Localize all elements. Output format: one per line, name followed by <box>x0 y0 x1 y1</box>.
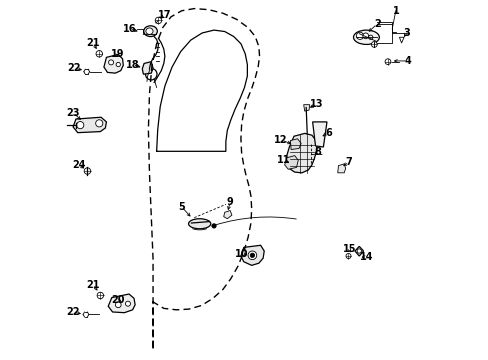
Polygon shape <box>223 211 231 219</box>
Polygon shape <box>337 164 345 173</box>
Text: 16: 16 <box>123 24 136 34</box>
Text: 12: 12 <box>274 135 287 145</box>
Text: 2: 2 <box>373 19 380 29</box>
Text: 17: 17 <box>158 10 171 20</box>
Ellipse shape <box>143 26 157 37</box>
Polygon shape <box>303 105 309 111</box>
Polygon shape <box>354 246 363 256</box>
Text: 21: 21 <box>86 38 100 48</box>
Text: 19: 19 <box>110 49 123 59</box>
Circle shape <box>96 50 102 57</box>
Text: 5: 5 <box>178 202 185 212</box>
Text: 3: 3 <box>403 28 409 38</box>
Polygon shape <box>312 122 326 147</box>
Text: 9: 9 <box>226 197 233 207</box>
Circle shape <box>96 120 102 127</box>
Text: 7: 7 <box>345 157 352 167</box>
Text: 1: 1 <box>392 6 398 16</box>
Circle shape <box>247 251 256 260</box>
Circle shape <box>250 253 254 257</box>
Circle shape <box>371 41 376 47</box>
Circle shape <box>115 302 121 308</box>
Ellipse shape <box>353 30 379 44</box>
Circle shape <box>84 168 90 174</box>
Circle shape <box>97 292 103 299</box>
Circle shape <box>155 17 162 24</box>
Polygon shape <box>108 294 135 313</box>
Circle shape <box>125 301 130 306</box>
Text: 10: 10 <box>234 248 248 258</box>
Polygon shape <box>399 37 403 43</box>
Text: 20: 20 <box>111 295 125 305</box>
Text: 11: 11 <box>277 155 290 165</box>
Text: 18: 18 <box>125 59 139 69</box>
Text: 13: 13 <box>309 99 323 109</box>
Circle shape <box>77 122 83 129</box>
Text: 23: 23 <box>66 108 80 118</box>
Circle shape <box>346 253 350 258</box>
Circle shape <box>384 59 390 64</box>
Text: 6: 6 <box>325 128 331 138</box>
Text: 24: 24 <box>72 160 85 170</box>
Polygon shape <box>104 54 123 73</box>
Circle shape <box>116 62 120 67</box>
Polygon shape <box>284 156 298 169</box>
Circle shape <box>211 224 216 228</box>
Circle shape <box>362 33 368 39</box>
Circle shape <box>356 32 363 40</box>
Circle shape <box>108 60 113 65</box>
Text: 8: 8 <box>314 147 321 157</box>
Text: 22: 22 <box>67 63 81 73</box>
Text: 14: 14 <box>359 252 372 262</box>
Ellipse shape <box>145 28 153 35</box>
Circle shape <box>356 249 361 253</box>
Ellipse shape <box>188 219 210 229</box>
Text: 22: 22 <box>66 307 80 317</box>
Polygon shape <box>73 117 106 133</box>
Polygon shape <box>290 139 301 149</box>
Polygon shape <box>286 134 316 173</box>
Text: 4: 4 <box>404 56 410 66</box>
Polygon shape <box>241 245 264 265</box>
Text: 15: 15 <box>342 244 355 254</box>
Polygon shape <box>142 62 153 74</box>
Text: 21: 21 <box>86 280 100 290</box>
